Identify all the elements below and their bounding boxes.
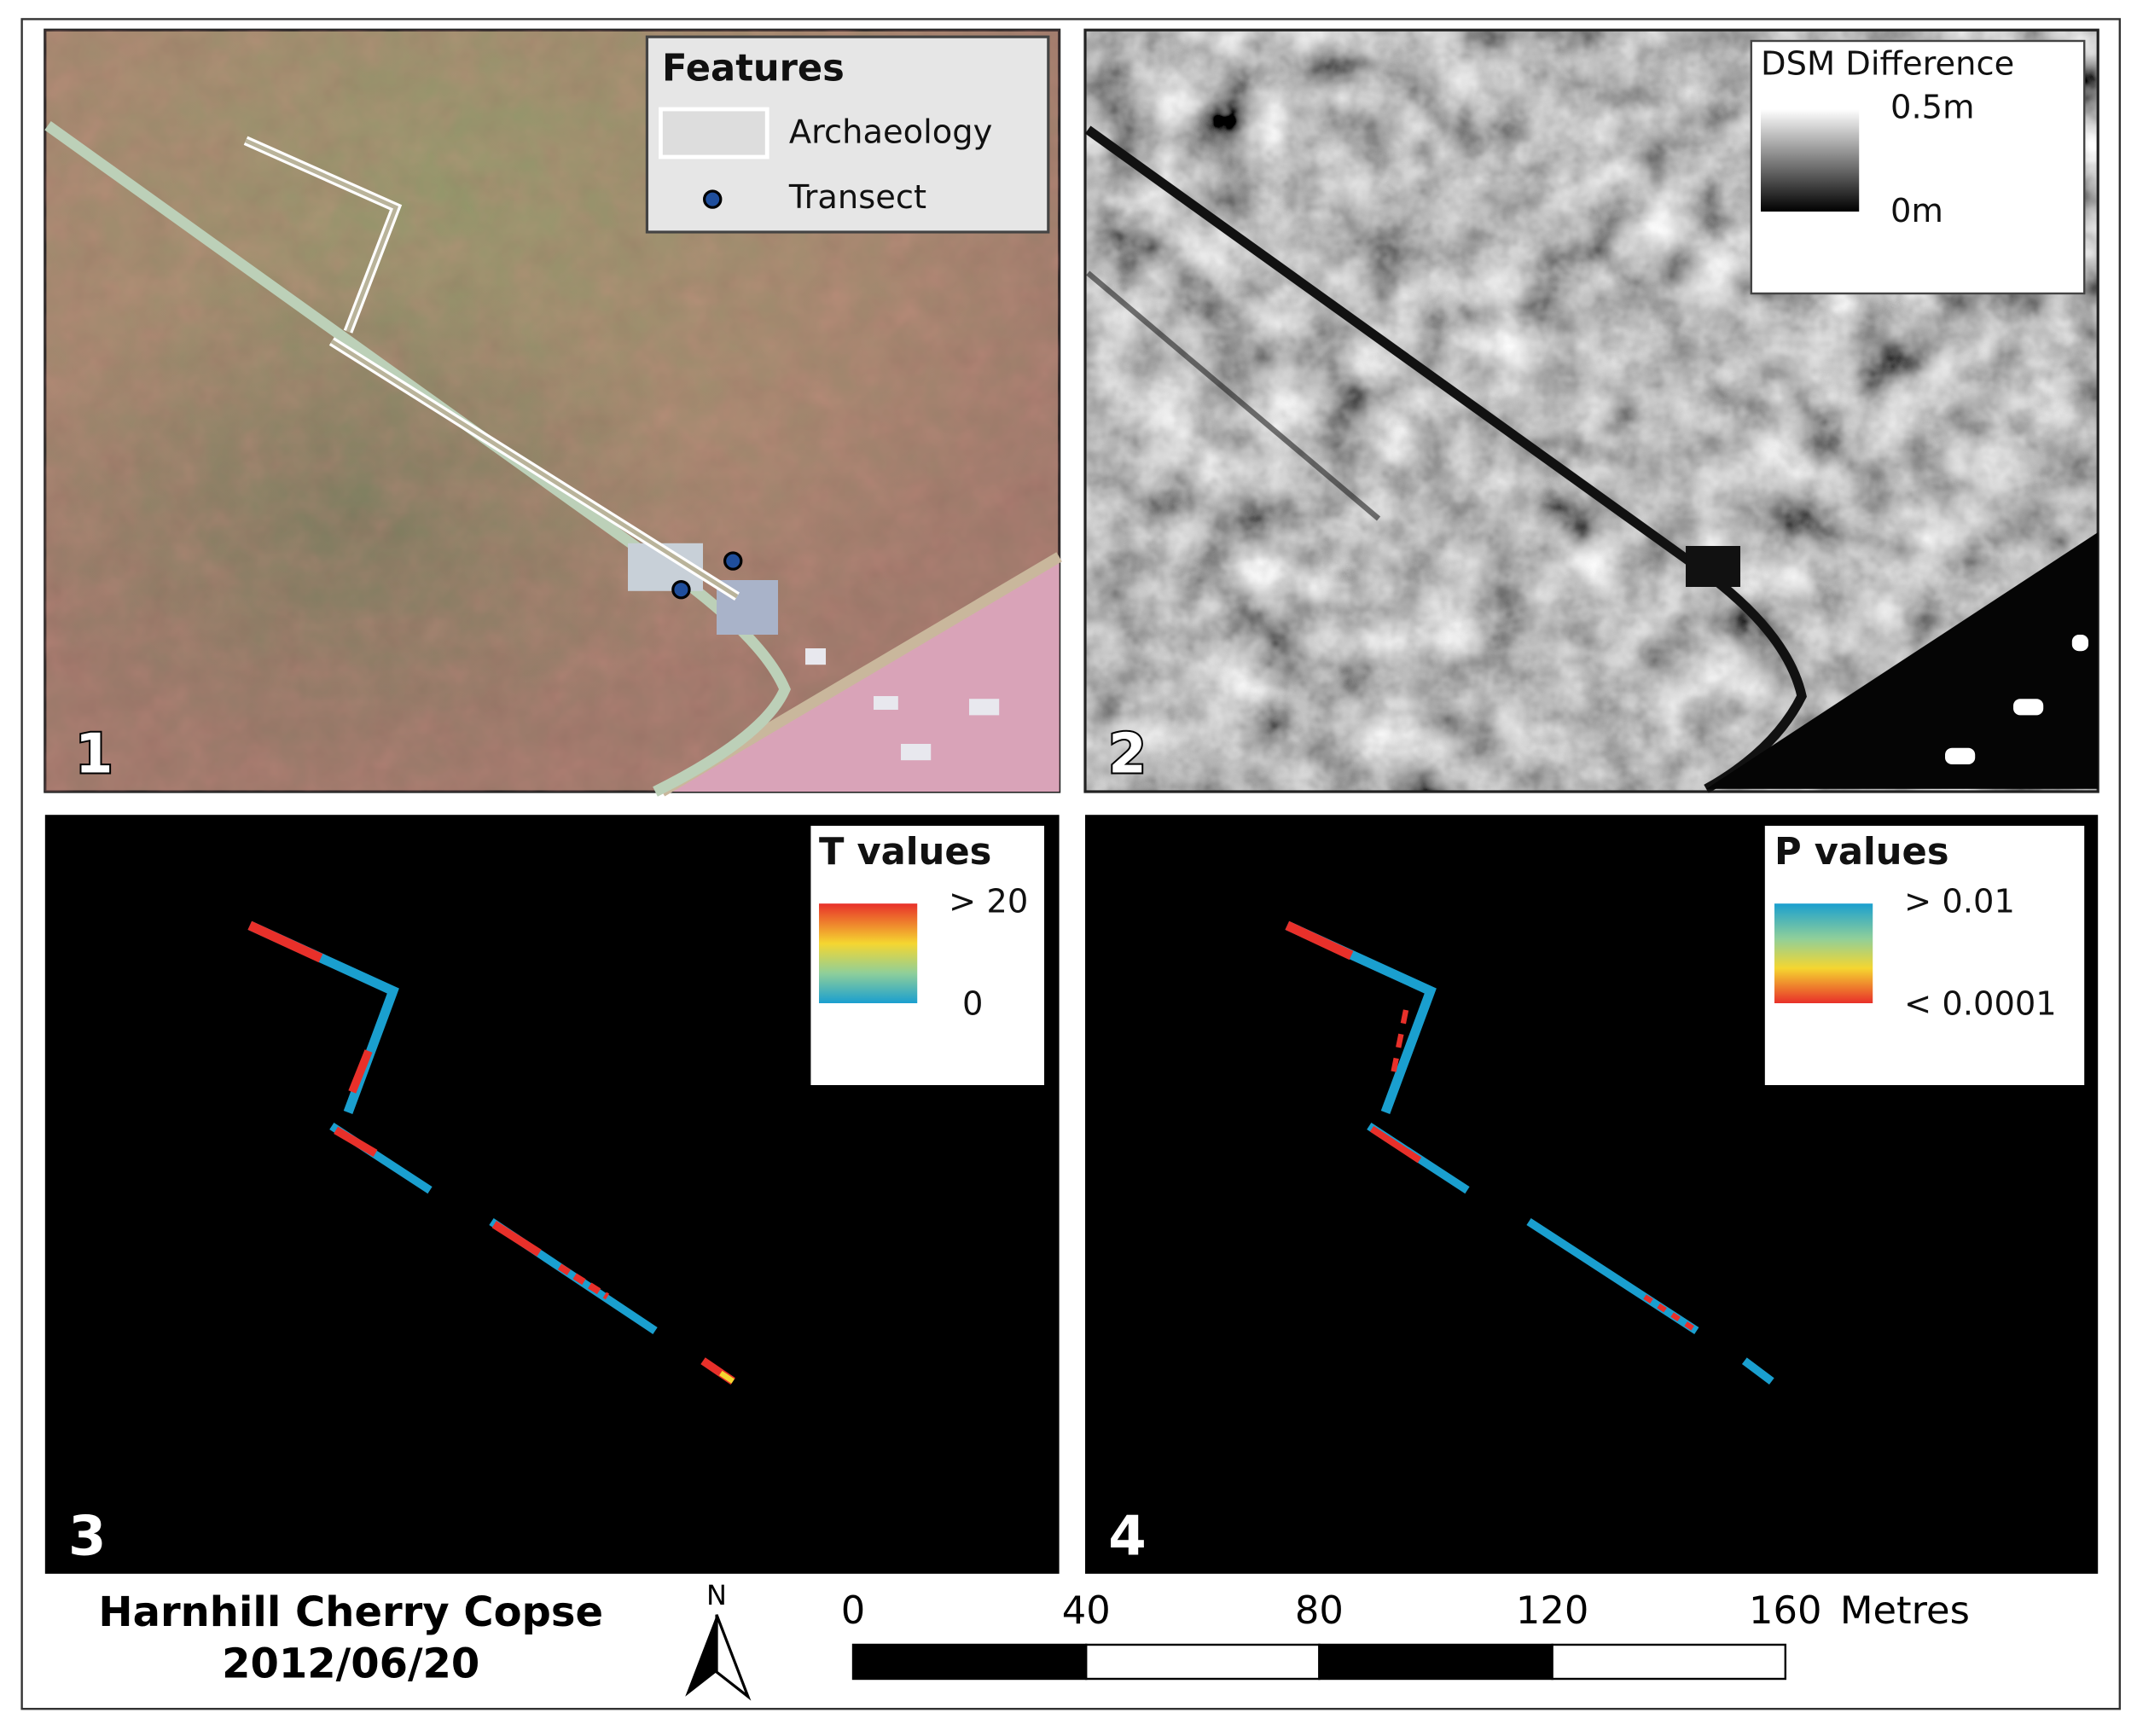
panel-number: 2 — [1108, 723, 1147, 787]
legend-min: 0m — [1890, 192, 1943, 230]
scale-bar: 0 40 80 120 160 Metres — [841, 1588, 1970, 1681]
panel-3: T values > 20 0 3 — [44, 815, 1060, 1574]
legend-max: > 0.01 — [1904, 883, 2015, 921]
scale-segment — [1551, 1643, 1787, 1681]
legend-max: 0.5m — [1890, 89, 1974, 127]
scale-tick-label: 160 — [1749, 1588, 1822, 1633]
panel-number: 3 — [68, 1505, 107, 1568]
scale-tick-label: 40 — [1062, 1588, 1111, 1633]
panel-number: 1 — [75, 723, 113, 787]
scale-unit: Metres — [1840, 1588, 1970, 1633]
scale-segment — [1085, 1643, 1321, 1681]
legend-min: 0 — [962, 985, 983, 1024]
legend-title: DSM Difference — [1761, 44, 2014, 83]
site-name: Harnhill Cherry Copse — [98, 1588, 603, 1636]
legend-label: Archaeology — [789, 113, 993, 151]
legend-max: > 20 — [949, 883, 1028, 921]
legend-title: P values — [1774, 831, 1949, 874]
legend-title: T values — [819, 831, 991, 874]
north-arrow — [685, 1614, 752, 1701]
legend-title: Features — [662, 48, 845, 90]
scale-tick-label: 120 — [1516, 1588, 1589, 1633]
panel-2: DSM Difference 0.5m 0m 2 — [1083, 28, 2099, 793]
panel-1: Features Archaeology Transect 1 — [44, 28, 1062, 797]
panel-number: 4 — [1108, 1505, 1147, 1568]
scale-tick-label: 0 — [841, 1588, 866, 1633]
scale-tick-label: 80 — [1295, 1588, 1344, 1633]
scale-segment — [1318, 1643, 1553, 1681]
legend-min: < 0.0001 — [1904, 985, 2057, 1024]
date: 2012/06/20 — [222, 1640, 479, 1688]
panel-4: P values > 0.01 < 0.0001 4 — [1085, 815, 2099, 1574]
scale-segment — [851, 1643, 1088, 1681]
legend-label: Transect — [788, 178, 926, 217]
north-label: N — [706, 1579, 727, 1611]
